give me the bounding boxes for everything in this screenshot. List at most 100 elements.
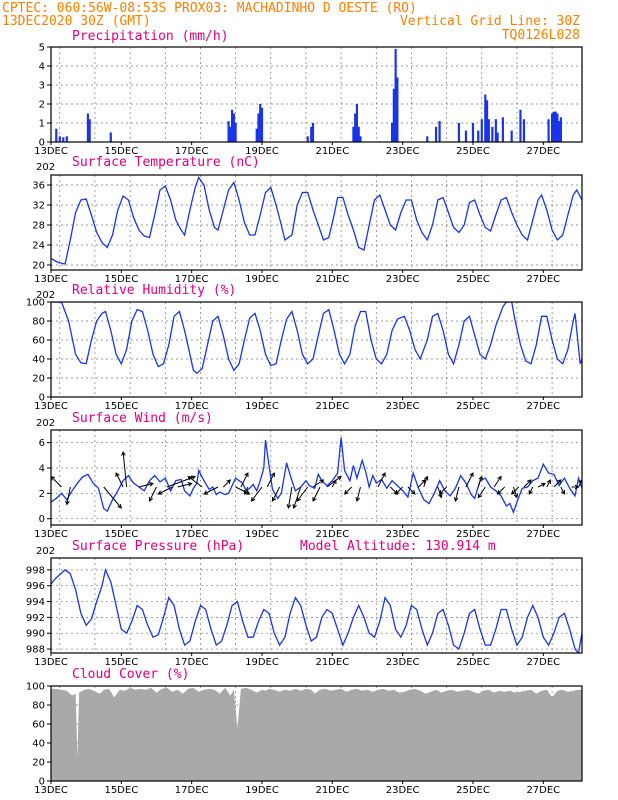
wind-vector bbox=[240, 472, 249, 488]
precip-bar bbox=[396, 77, 399, 142]
precip-bar bbox=[306, 136, 309, 142]
precipitation-y-tick-label: 4 bbox=[39, 62, 45, 73]
year-stub: 202 bbox=[36, 546, 55, 557]
wind-y-tick-label: 6 bbox=[39, 438, 45, 449]
wind-vector bbox=[355, 486, 361, 503]
wind-vector bbox=[437, 486, 443, 499]
precip-bar bbox=[501, 117, 504, 142]
header-grid-line: Vertical Grid Line: 30Z bbox=[400, 14, 580, 29]
wind-plot-area bbox=[51, 437, 582, 515]
temperature-y-tick-label: 24 bbox=[32, 241, 45, 252]
wind-x-tick-label: 19DEC bbox=[245, 529, 279, 540]
pressure-x-tick-label: 17DEC bbox=[175, 657, 209, 668]
precipitation-y-tick-label: 5 bbox=[39, 43, 45, 54]
precip-bar bbox=[65, 136, 68, 142]
cloud_cover-y-tick-label: 40 bbox=[32, 739, 45, 750]
temp-title: Surface Temperature (nC) bbox=[72, 155, 260, 170]
wind-vector bbox=[312, 479, 325, 488]
wind-vector bbox=[438, 486, 447, 495]
precipitation-frame bbox=[50, 46, 583, 143]
temperature-x-tick-label: 19DEC bbox=[245, 274, 279, 285]
pressure-x-tick-label: 19DEC bbox=[245, 657, 279, 668]
pressure-x-tick-label: 15DEC bbox=[104, 657, 138, 668]
wind-vector bbox=[553, 479, 562, 488]
pressure-series-line bbox=[51, 567, 582, 653]
precip-bar bbox=[86, 113, 90, 142]
wind-vector bbox=[343, 486, 353, 495]
wind-vector bbox=[394, 486, 404, 495]
cloud_cover-x-tick-label: 15DEC bbox=[104, 785, 138, 796]
precipitation-y-tick-label: 3 bbox=[39, 81, 45, 92]
wind-vector bbox=[477, 486, 486, 499]
precip-bar bbox=[259, 104, 262, 142]
precip-bar bbox=[519, 109, 522, 142]
pressure-title: Surface Pressure (hPa) bbox=[72, 539, 244, 554]
wind-vector bbox=[177, 482, 193, 488]
wind-vector bbox=[510, 486, 520, 495]
precip-bar bbox=[229, 126, 232, 142]
wind-vector bbox=[407, 486, 416, 495]
wind-vector bbox=[250, 486, 263, 502]
humidity-y-tick-label: 100 bbox=[26, 298, 45, 309]
precipitation-y-tick-label: 0 bbox=[39, 138, 45, 149]
wind-vector bbox=[292, 486, 302, 509]
precip-bar bbox=[257, 113, 260, 142]
precip-bar bbox=[260, 107, 264, 142]
precipitation-panel: 0 1 2 3 4 5 13DEC 15DEC 17DEC 19DEC 21DEC 23DEC 25DE… bbox=[34, 43, 583, 157]
pressure-y-tick-label: 994 bbox=[26, 597, 45, 608]
wind-vector bbox=[222, 479, 232, 488]
pressure-frame bbox=[50, 557, 583, 654]
humidity-x-tick-label: 21DEC bbox=[315, 401, 349, 412]
humidity-x-tick-label: 27DEC bbox=[526, 401, 560, 412]
precip-bar bbox=[438, 121, 441, 142]
humidity-frame bbox=[50, 301, 583, 398]
wind-vector bbox=[235, 486, 251, 495]
humidity-panel: 0 20 40 60 80 100 13DEC 15DEC 17DEC 19DEC 21DEC 23D… bbox=[26, 298, 583, 412]
pressure-y-tick-label: 992 bbox=[26, 613, 45, 624]
precip-bar bbox=[88, 119, 91, 142]
humidity-y-tick-label: 20 bbox=[32, 374, 45, 385]
cloud_cover-panel: 0 20 40 60 80 100 13DEC 15DEC 17DEC 19DEC 21DEC 23D… bbox=[26, 682, 583, 796]
precipitation-x-tick-label: 15DEC bbox=[104, 146, 138, 157]
temperature-x-tick-label: 21DEC bbox=[315, 274, 349, 285]
pressure-x-tick-label: 21DEC bbox=[315, 657, 349, 668]
wind-vector bbox=[453, 486, 460, 503]
temperature-y-tick-label: 28 bbox=[32, 221, 45, 232]
cloud-title: Cloud Cover (%) bbox=[72, 667, 189, 682]
cloud_cover-y-tick-label: 80 bbox=[32, 701, 45, 712]
precip-bar bbox=[464, 130, 468, 142]
precip-bar bbox=[552, 111, 555, 142]
precip-bar bbox=[485, 100, 489, 142]
precip-bar bbox=[310, 126, 313, 142]
cloud_cover-x-tick-label: 27DEC bbox=[526, 785, 560, 796]
precip-bar bbox=[55, 128, 58, 142]
wind-x-tick-label: 15DEC bbox=[104, 529, 138, 540]
precip-bar bbox=[311, 123, 315, 142]
wind-vector bbox=[528, 486, 534, 495]
wind-vector bbox=[138, 482, 154, 488]
precip-bar bbox=[231, 109, 234, 142]
humidity-x-tick-label: 19DEC bbox=[245, 401, 279, 412]
temperature-x-tick-label: 17DEC bbox=[175, 274, 209, 285]
precip-bar bbox=[551, 113, 554, 142]
cloud_cover-frame bbox=[50, 685, 583, 782]
wind-series-line bbox=[51, 437, 582, 515]
precip-bar bbox=[434, 126, 438, 142]
humidity-y-tick-label: 0 bbox=[39, 393, 45, 404]
precip-bar bbox=[255, 128, 258, 142]
pressure-x-tick-label: 23DEC bbox=[386, 657, 420, 668]
cloud_cover-y-tick-label: 20 bbox=[32, 758, 45, 769]
humidity-y-tick-label: 40 bbox=[32, 355, 45, 366]
precip-bar bbox=[487, 119, 490, 142]
precip-bar bbox=[510, 130, 513, 142]
precipitation-x-tick-label: 23DEC bbox=[386, 146, 420, 157]
cloud_cover-y-tick-label: 60 bbox=[32, 720, 45, 731]
wind-vector bbox=[560, 486, 566, 495]
precip-bar bbox=[232, 113, 235, 142]
wind-x-tick-label: 27DEC bbox=[526, 529, 560, 540]
cloud_cover-y-tick-label: 100 bbox=[26, 682, 45, 693]
cloud_cover-x-tick-label: 13DEC bbox=[34, 785, 68, 796]
wind-vector bbox=[266, 472, 275, 488]
cloud_cover-x-tick-label: 19DEC bbox=[245, 785, 279, 796]
humidity-y-tick-label: 80 bbox=[32, 317, 45, 328]
